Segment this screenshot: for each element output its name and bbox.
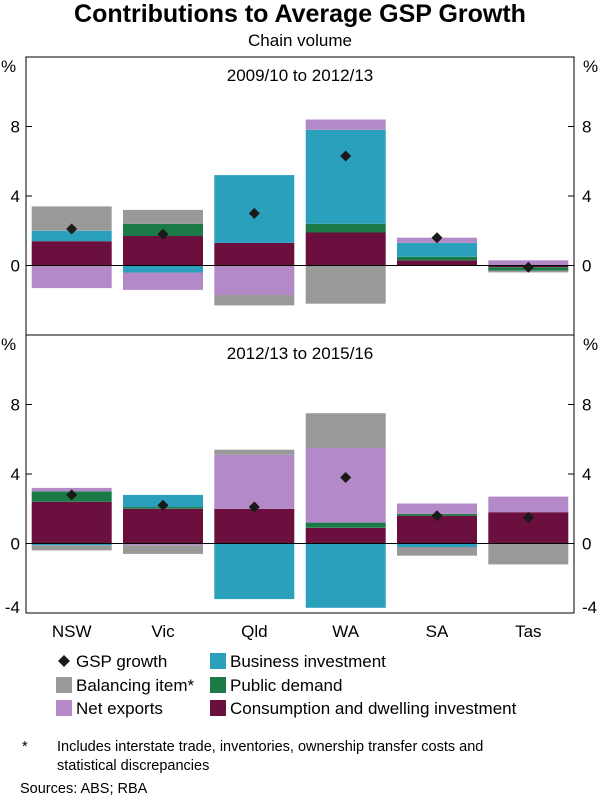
x-tick-label-vic: Vic xyxy=(151,622,175,641)
bar-balancing-vic xyxy=(123,545,203,554)
bar-business-sa xyxy=(397,543,477,547)
panel-frame-1 xyxy=(25,56,575,336)
bar-balancing-tas xyxy=(488,543,569,565)
bar-balancing-vic xyxy=(123,209,203,224)
sources-note: Sources: ABS; RBA xyxy=(20,781,148,797)
bar-net_exports-vic xyxy=(123,543,203,546)
bar-net_exports-qld xyxy=(214,265,295,295)
legend-label-business: Business investment xyxy=(230,652,386,671)
bar-consumption-sa xyxy=(397,260,477,266)
footnote-marker: * xyxy=(22,739,28,755)
x-tick-label-sa: SA xyxy=(426,622,449,641)
chart-title: Contributions to Average GSP Growth xyxy=(74,0,526,28)
y-tick-label-right: 8 xyxy=(582,118,591,137)
bar-business-wa xyxy=(305,543,386,608)
y-tick-label-left: -4 xyxy=(5,598,20,617)
bar-consumption-qld xyxy=(214,508,295,544)
y-tick-label-right: 4 xyxy=(582,465,591,484)
x-tick-label-tas: Tas xyxy=(515,622,541,641)
bar-balancing-wa xyxy=(305,413,386,448)
legend-label-consumption: Consumption and dwelling investment xyxy=(230,699,517,718)
gsp-growth-marker-tas xyxy=(522,261,534,273)
legend-swatch-gsp_marker xyxy=(58,655,70,667)
gsp-growth-marker-wa xyxy=(340,471,352,483)
gsp-growth-marker-tas xyxy=(522,511,534,523)
bar-consumption-vic xyxy=(123,236,203,266)
bar-public-wa xyxy=(305,522,386,528)
bar-business-vic xyxy=(123,265,203,273)
gsp-growth-marker-qld xyxy=(248,501,260,513)
y-tick-label-right: 4 xyxy=(582,187,591,206)
y-tick-label-left: 0 xyxy=(11,257,20,276)
legend-swatch-business xyxy=(210,653,226,669)
footnote-line-2: statistical discrepancies xyxy=(57,758,210,774)
y-unit-label-left: % xyxy=(1,57,16,76)
bar-net_exports-wa xyxy=(305,447,386,523)
y-tick-label-right: 0 xyxy=(582,257,591,276)
gsp-growth-marker-sa xyxy=(431,510,443,522)
bar-consumption-wa xyxy=(305,232,386,266)
y-tick-label-left: 4 xyxy=(11,465,20,484)
bar-public-sa xyxy=(397,256,477,261)
bar-consumption-nsw xyxy=(31,241,112,266)
bar-balancing-nsw xyxy=(31,545,112,551)
bar-balancing-sa xyxy=(397,547,477,556)
bar-consumption-qld xyxy=(214,242,295,266)
bar-net_exports-wa xyxy=(305,119,386,130)
bar-balancing-wa xyxy=(305,265,386,304)
y-tick-label-left: 8 xyxy=(11,396,20,415)
chart-subtitle: Chain volume xyxy=(248,31,352,50)
bar-business-nsw xyxy=(31,230,112,242)
y-tick-label-left: 4 xyxy=(11,187,20,206)
bar-consumption-vic xyxy=(123,508,203,544)
panel-title-2: 2012/13 to 2015/16 xyxy=(227,344,374,363)
bar-net_exports-qld xyxy=(214,454,295,509)
x-tick-label-nsw: NSW xyxy=(52,622,92,641)
legend-swatch-net_exports xyxy=(56,700,72,716)
bar-consumption-wa xyxy=(305,527,386,544)
bar-business-nsw xyxy=(31,543,112,546)
footnote-line-1: Includes interstate trade, inventories, … xyxy=(57,739,484,755)
gsp-growth-marker-nsw xyxy=(66,223,78,235)
y-tick-label-right: -4 xyxy=(582,598,597,617)
gsp-growth-marker-nsw xyxy=(66,489,78,501)
bar-balancing-qld xyxy=(214,449,295,455)
legend-swatch-balancing xyxy=(56,677,72,693)
bar-public-wa xyxy=(305,223,386,233)
y-unit-label-right: % xyxy=(583,57,598,76)
panel-title-1: 2009/10 to 2012/13 xyxy=(227,66,374,85)
gsp-growth-marker-wa xyxy=(340,150,352,162)
legend-label-public: Public demand xyxy=(230,676,342,695)
bar-net_exports-nsw xyxy=(31,265,112,289)
legend-label-net_exports: Net exports xyxy=(76,699,163,718)
x-tick-label-qld: Qld xyxy=(241,622,267,641)
gsp-growth-marker-vic xyxy=(157,228,169,240)
y-unit-label-left: % xyxy=(1,335,16,354)
x-tick-label-wa: WA xyxy=(332,622,359,641)
bar-net_exports-vic xyxy=(123,272,203,290)
bar-net_exports-tas xyxy=(488,496,569,513)
bar-business-sa xyxy=(397,242,477,257)
bar-business-wa xyxy=(305,130,386,224)
panel-frame-2 xyxy=(25,334,575,614)
y-tick-label-left: 0 xyxy=(11,535,20,554)
bar-consumption-nsw xyxy=(31,501,112,544)
y-tick-label-left: 8 xyxy=(11,118,20,137)
gsp-growth-marker-sa xyxy=(431,232,443,244)
legend-label-gsp_marker: GSP growth xyxy=(76,652,167,671)
y-unit-label-right: % xyxy=(583,335,598,354)
bar-business-qld xyxy=(214,543,295,600)
bar-balancing-qld xyxy=(214,295,295,306)
y-tick-label-right: 0 xyxy=(582,535,591,554)
gsp-growth-marker-qld xyxy=(248,207,260,219)
gsp-growth-marker-vic xyxy=(157,499,169,511)
legend-swatch-consumption xyxy=(210,700,226,716)
y-tick-label-right: 8 xyxy=(582,396,591,415)
legend-swatch-public xyxy=(210,677,226,693)
bar-net_exports-sa xyxy=(397,503,477,514)
legend-label-balancing: Balancing item* xyxy=(76,676,195,695)
